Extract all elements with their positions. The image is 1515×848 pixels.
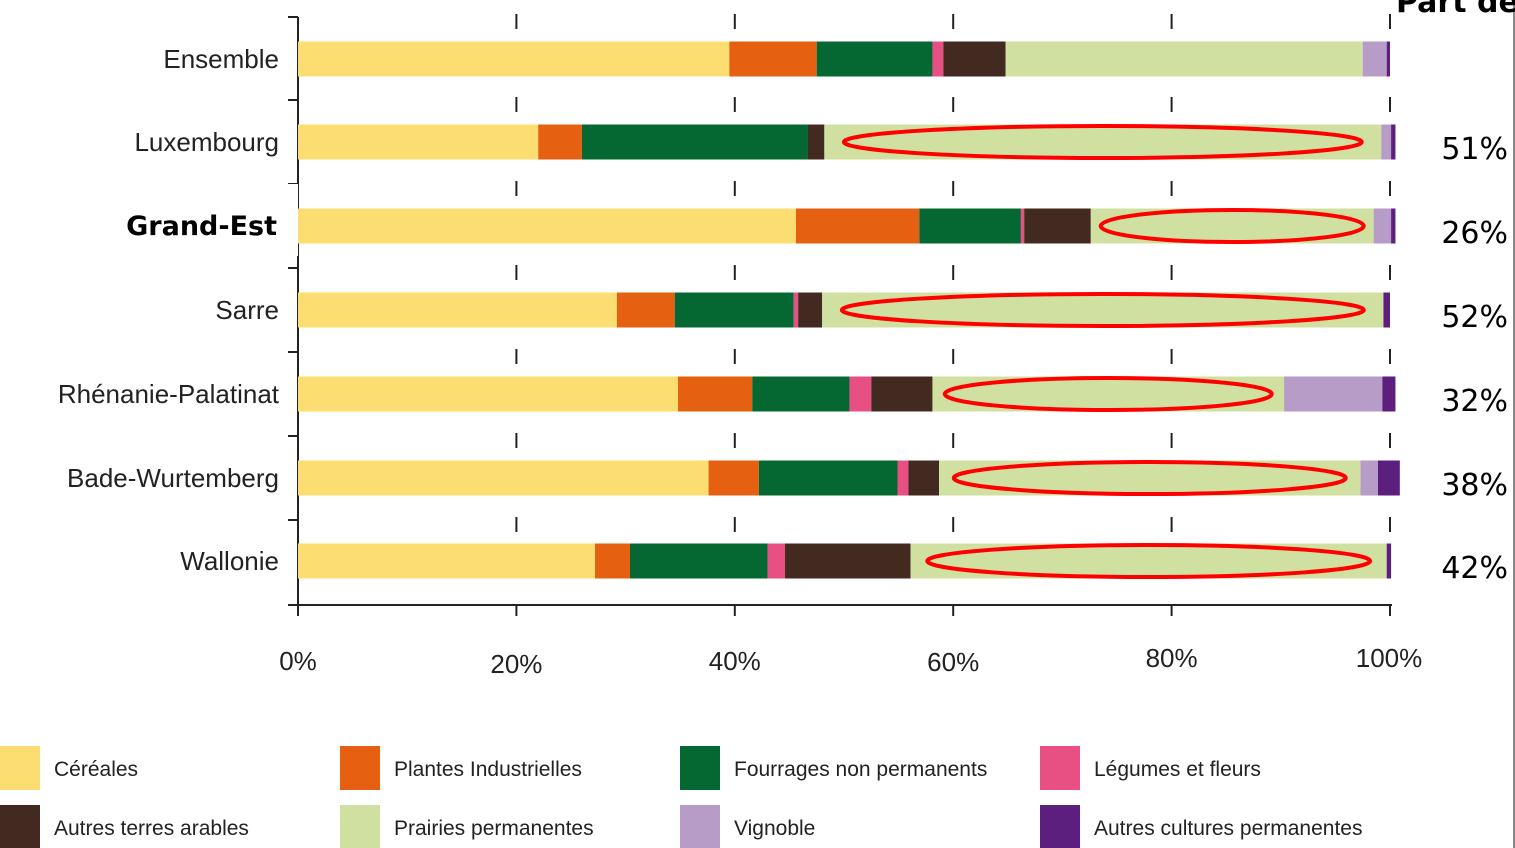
bar-segment-0-2 [816,41,933,77]
chart-axes [288,0,1515,848]
bar-segment-1-6 [1381,124,1392,160]
top-label: Part de [1396,0,1515,20]
category-label-4: Rhénanie-Palatinat [58,379,280,409]
bar-segment-5-6 [1360,460,1378,496]
share-label-5: 38% [1441,468,1508,503]
bar-segment-4-7 [1382,376,1396,412]
bar-segment-2-7 [1391,208,1396,244]
bar-segment-6-3 [767,543,786,579]
ellipse-annotation-1 [841,124,1364,160]
bar-segment-2-2 [919,208,1021,244]
category-label-3: Sarre [215,295,279,325]
bar-segment-2-0 [298,208,796,244]
x-tick-label-3: 60% [927,647,979,677]
legend-label-5: Prairies permanentes [394,817,594,840]
legend-swatch-0 [0,746,40,790]
bar-segment-5-7 [1377,460,1400,496]
highlight-label-box [96,184,298,256]
bar-segment-2-4 [1024,208,1091,244]
bar-segment-4-6 [1284,376,1383,412]
bar-segment-3-7 [1383,292,1390,328]
share-label-3: 52% [1441,300,1508,335]
legend-label-0: Céréales [54,758,138,781]
bar-segment-5-3 [897,460,909,496]
ellipse-annotation-2 [1098,208,1366,244]
bar-segment-0-7 [1386,41,1390,77]
legend-swatch-6 [680,805,720,848]
bar-segment-4-2 [752,376,850,412]
share-labels: 51% 26% 52% 32% 38% 42% [1441,132,1508,586]
legend-swatch-3 [1040,746,1080,790]
bar-segment-1-0 [298,124,539,160]
bar-segment-5-1 [708,460,759,496]
share-label-2: 26% [1441,216,1508,251]
bar-segment-1-2 [581,124,808,160]
bar-segment-0-1 [729,41,817,77]
ellipse-annotation-6 [925,543,1373,579]
bar-segment-6-4 [785,543,911,579]
legend-swatch-5 [340,805,380,848]
bar-segment-4-3 [849,376,872,412]
bar-segment-5-2 [758,460,898,496]
annotation-ellipses [839,124,1373,579]
category-label-5: Bade-Wurtemberg [67,463,279,493]
bar-segment-2-6 [1373,208,1392,244]
bar-segment-6-1 [595,543,630,579]
bar-segment-1-4 [807,124,825,160]
x-tick-label-0: 0% [279,646,317,676]
bar-segment-4-4 [871,376,933,412]
bar-segment-0-3 [932,41,944,77]
bar-segment-1-7 [1391,124,1396,160]
legend-label-6: Vignoble [734,817,815,840]
bar-segment-5-0 [298,460,709,496]
legend-label-1: Plantes Industrielles [394,758,582,781]
legend-label-7: Autres cultures permanentes [1094,817,1362,840]
bar-segment-0-4 [943,41,1006,77]
ellipse-annotation-4 [942,376,1274,412]
bar-segment-2-1 [795,208,920,244]
bar-segment-0-5 [1005,41,1363,77]
x-tick-label-2: 40% [709,646,761,676]
x-tick-labels: 0% 20% 40% 60% 80% 100% [279,643,1422,679]
legend-label-4: Autres terres arables [54,817,249,840]
bar-segment-3-3 [793,292,799,328]
category-label-1: Luxembourg [134,127,279,157]
bar-segment-0-0 [298,41,730,77]
bar-segment-6-2 [629,543,768,579]
bar-segment-6-0 [298,543,596,579]
x-tick-label-4: 80% [1146,643,1198,673]
bar-segment-0-6 [1362,41,1387,77]
category-label-2: Grand-Est [126,211,277,242]
bar-segment-3-1 [616,292,675,328]
share-label-1: 51% [1441,132,1508,167]
bar-segment-2-3 [1020,208,1025,244]
chart-bars [298,41,1400,579]
bar-segment-4-1 [678,376,753,412]
legend-swatch-2 [680,746,720,790]
bar-segment-4-0 [298,376,679,412]
bar-segment-5-4 [908,460,940,496]
category-label-6: Wallonie [180,546,279,576]
legend-swatch-7 [1040,805,1080,848]
bar-segment-6-7 [1386,543,1392,579]
share-label-4: 32% [1441,384,1508,419]
ellipse-annotation-5 [951,460,1348,496]
legend-swatch-4 [0,805,40,848]
category-labels: Ensemble Luxembourg Grand-Est Sarre Rhénanie… [58,44,298,576]
legend-swatch-1 [340,746,380,790]
bar-segment-1-1 [538,124,582,160]
legend-label-2: Fourrages non permanents [734,758,987,781]
bar-segment-3-2 [674,292,794,328]
chart-legend: Céréales Plantes Industrielles Fourrages n… [0,746,1362,848]
ellipse-annotation-3 [839,292,1366,328]
x-tick-label-5: 100% [1356,643,1423,673]
category-label-0: Ensemble [163,44,279,74]
share-label-6: 42% [1441,551,1508,586]
bar-segment-3-4 [798,292,823,328]
bar-segment-3-0 [298,292,617,328]
legend-label-3: Légumes et fleurs [1094,758,1261,781]
x-tick-label-1: 20% [490,649,542,679]
